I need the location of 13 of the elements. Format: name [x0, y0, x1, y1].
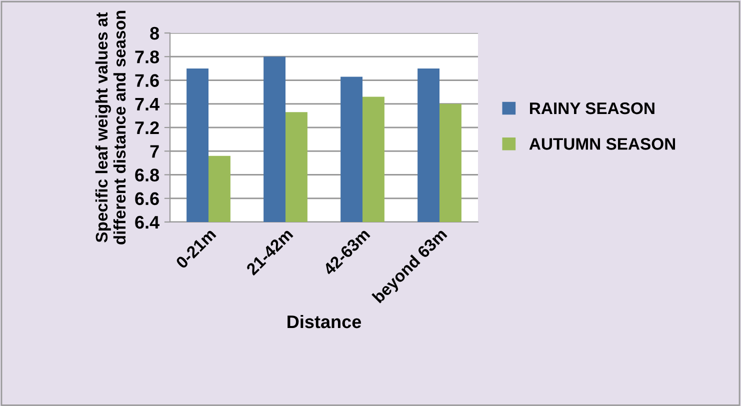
y-tick-label: 6.4 — [135, 216, 160, 229]
y-tick-label: 6.8 — [135, 168, 160, 182]
y-tick-label: 8 — [150, 26, 160, 40]
y-tick-label: 6.6 — [135, 192, 159, 206]
x-axis-title: Distance — [288, 314, 362, 328]
y-tick-label: 7.4 — [135, 98, 160, 110]
y-tick-label: 7 — [150, 145, 159, 158]
legend-label: AUTUMN SEASON — [529, 138, 676, 150]
legend-label: RAINY SEASON — [530, 102, 654, 114]
y-tick-label: 7.6 — [135, 74, 159, 87]
y-tick-label: 7.8 — [135, 50, 160, 64]
y-axis-title: Specific leaf weight values at different distance and season — [95, 10, 126, 244]
y-tick-label: 7.2 — [135, 121, 159, 134]
